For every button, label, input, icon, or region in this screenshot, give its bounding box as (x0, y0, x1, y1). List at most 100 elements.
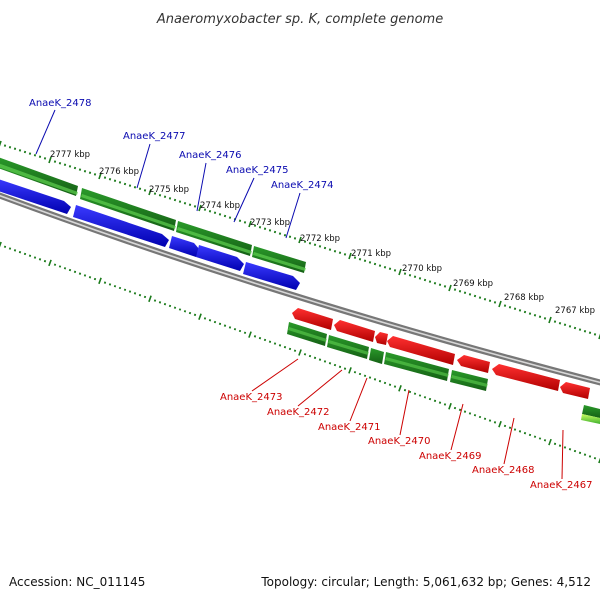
scale-tick (423, 396, 427, 399)
scale-tick (313, 243, 317, 247)
scale-tick (103, 176, 107, 179)
scale-tick-label: 2769 kbp (453, 279, 493, 289)
scale-tick (143, 189, 147, 192)
gene-arrow-reverse (492, 364, 560, 391)
scale-tick (498, 420, 502, 428)
scale-tick (218, 213, 222, 216)
scale-tick (498, 300, 502, 308)
scale-tick (0, 140, 2, 147)
inner-tick-track (0, 241, 600, 464)
scale-tick (353, 371, 357, 374)
scale-tick (113, 179, 117, 183)
scale-tick (263, 338, 267, 342)
scale-tick (58, 161, 62, 165)
scale-tick (473, 294, 477, 298)
scale-tick (168, 304, 172, 308)
scale-tick (23, 252, 27, 256)
scale-tick (123, 288, 127, 291)
scale-tick (353, 256, 357, 259)
scale-tick (428, 280, 432, 283)
scale-tick-label: 2775 kbp (149, 185, 189, 195)
scale-tick (203, 208, 207, 211)
scale-tick (398, 268, 402, 276)
genome-backbone-highlight (0, 194, 600, 384)
scale-tick (258, 225, 262, 229)
scale-tick (303, 240, 307, 243)
scale-tick (133, 292, 137, 295)
scale-tick (383, 381, 387, 385)
scale-tick (163, 195, 167, 199)
scale-tick (158, 193, 162, 197)
scale-tick-label: 2767 kbp (555, 306, 595, 316)
scale-tick (543, 317, 547, 320)
gene-label-reverse: AnaeK_2472 (267, 407, 329, 418)
scale-tick (303, 353, 307, 356)
scale-tick (173, 306, 177, 309)
outer-tick-track (0, 140, 600, 340)
scale-tick (298, 236, 302, 244)
scale-tick (63, 163, 67, 167)
scale-tick (273, 342, 277, 345)
scale-tick (148, 188, 152, 196)
scale-tick (278, 344, 282, 347)
scale-tick (453, 288, 457, 291)
scale-tick (583, 329, 587, 333)
gene-label-leader (251, 358, 299, 392)
scale-tick (243, 221, 247, 224)
scale-tick-label: 2777 kbp (50, 150, 90, 160)
scale-tick-label: 2768 kbp (504, 293, 544, 303)
scale-tick (433, 399, 437, 403)
scale-tick (428, 397, 432, 401)
scale-tick (193, 313, 197, 317)
scale-tick (333, 363, 337, 367)
scale-tick (283, 345, 287, 349)
gene-label-leader (450, 403, 464, 451)
scale-tick (448, 284, 452, 292)
scale-tick (0, 241, 2, 248)
scale-tick (258, 336, 262, 340)
scale-tick (393, 269, 397, 272)
scale-tick (88, 276, 92, 279)
scale-tick (463, 291, 467, 295)
gene-label-reverse: AnaeK_2473 (220, 392, 282, 403)
scale-tick (163, 302, 167, 306)
scale-tick (238, 329, 242, 333)
scale-tick (458, 289, 462, 293)
scale-tick (293, 349, 297, 352)
scale-tick (173, 198, 177, 202)
scale-tick (48, 259, 52, 267)
scale-tick (423, 278, 427, 282)
scale-tick (188, 311, 192, 315)
scale-tick (13, 249, 17, 252)
scale-tick (533, 313, 537, 317)
scale-tick (18, 149, 22, 152)
scale-tick (68, 165, 72, 168)
scale-tick (23, 150, 27, 154)
gene-label-leader (285, 192, 301, 239)
gene-label-leaders (35, 109, 564, 480)
scale-tick (493, 301, 497, 304)
scale-tick (128, 184, 132, 187)
scale-tick (63, 267, 67, 270)
scale-tick (388, 267, 392, 271)
scale-tick (338, 365, 342, 369)
scale-tick (203, 317, 207, 320)
scale-tick (253, 335, 257, 338)
scale-tick (183, 201, 187, 205)
scale-tick (503, 424, 507, 428)
cds-feature (177, 227, 252, 254)
scale-tick (88, 171, 92, 175)
scale-tick (78, 272, 82, 275)
scale-tick (313, 356, 317, 360)
gene-label-leader (136, 143, 151, 189)
scale-tick (53, 160, 57, 163)
cds-feature (581, 414, 600, 424)
scale-tick (188, 203, 192, 207)
scale-tick (563, 323, 567, 327)
scale-tick (538, 437, 542, 440)
scale-tick (478, 415, 482, 419)
scale-tick (43, 259, 47, 263)
scale-tick (443, 285, 447, 288)
scale-tick (378, 264, 382, 267)
gene-label-reverse: AnaeK_2467 (530, 480, 592, 491)
